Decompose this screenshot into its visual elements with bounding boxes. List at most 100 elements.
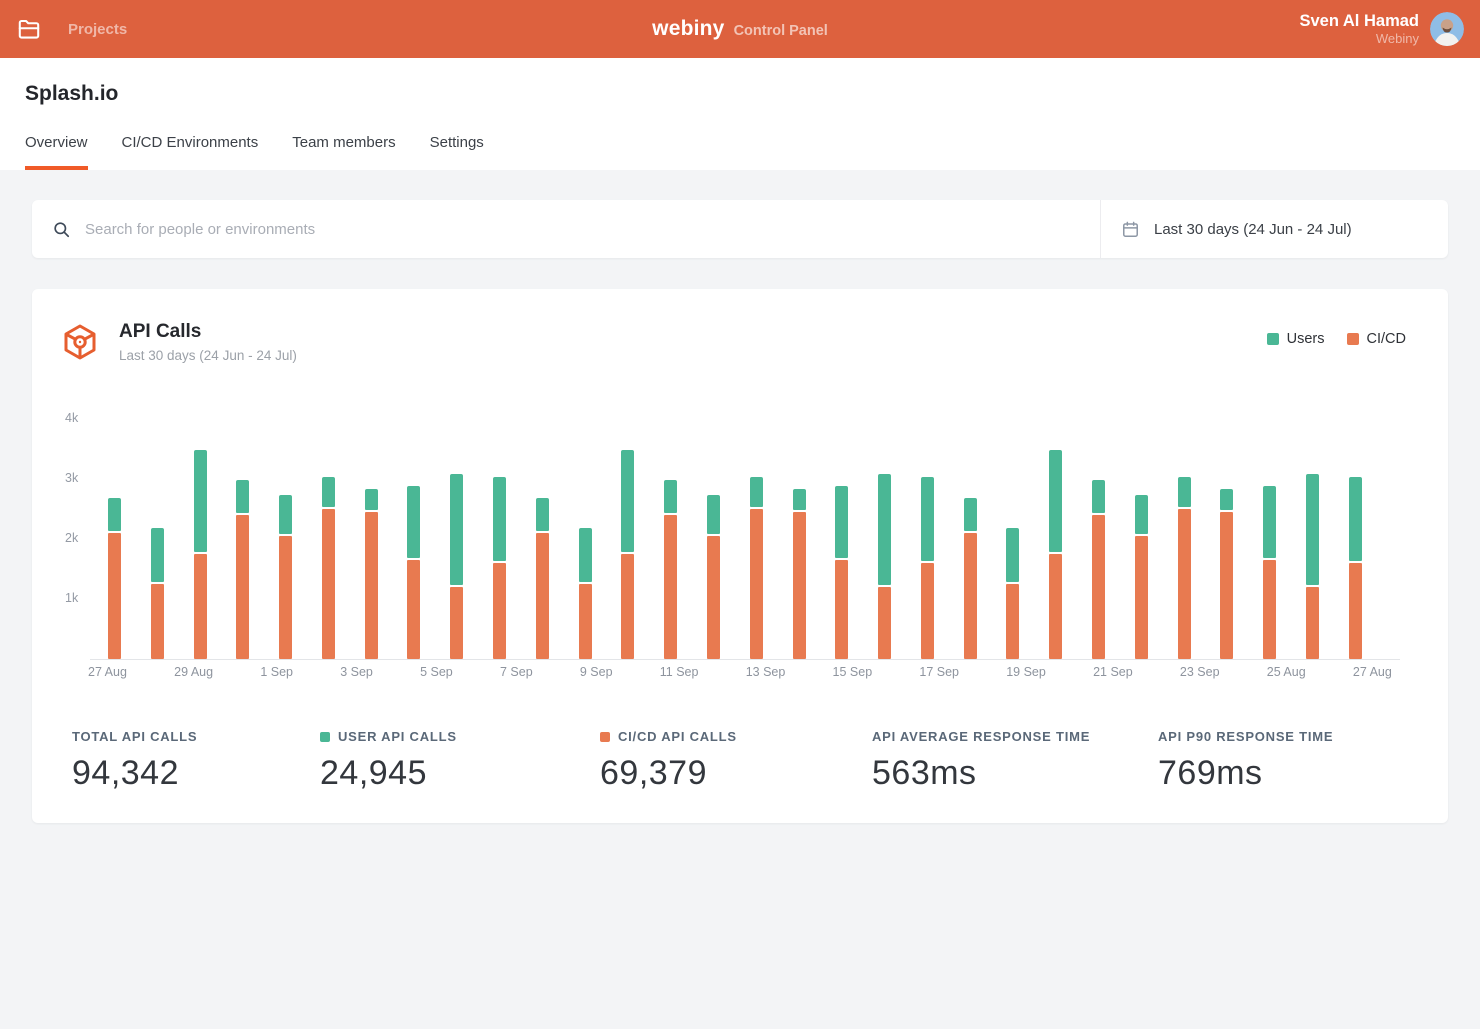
bar-segment-cicd xyxy=(1220,512,1234,659)
x-label-21-sep: 21 Sep xyxy=(1093,665,1133,679)
bar-segment-cicd xyxy=(364,512,378,659)
bar-segment-users xyxy=(1220,489,1234,510)
search-zone xyxy=(32,200,1100,258)
bar-segment-users xyxy=(1049,450,1063,552)
tab-settings[interactable]: Settings xyxy=(429,134,484,151)
bar-day-2 xyxy=(150,528,164,659)
stat-api-average-response-time: API AVERAGE RESPONSE TIME 563ms xyxy=(872,729,1158,793)
legend-label: CI/CD xyxy=(1366,331,1406,347)
bar-segment-users xyxy=(1348,477,1362,561)
stat-color-dot xyxy=(320,731,330,742)
bar-segment-users xyxy=(621,450,635,552)
stat-value: 94,342 xyxy=(72,754,179,792)
tab-overview[interactable]: Overview xyxy=(25,134,88,170)
bar-segment-users xyxy=(920,477,934,561)
date-range-picker[interactable]: Last 30 days (24 Jun - 24 Jul) xyxy=(1100,200,1448,258)
bar-segment-users xyxy=(1006,528,1020,582)
x-label-25-aug: 25 Aug xyxy=(1266,665,1306,679)
bar-day-10 xyxy=(493,477,507,659)
user-name: Sven Al Hamad xyxy=(1299,11,1419,30)
bar-segment-cicd xyxy=(1177,509,1191,659)
page-title: Splash.io xyxy=(25,82,119,105)
y-tick-1k: 1k xyxy=(65,591,79,605)
bar-day-24 xyxy=(1091,480,1105,659)
bar-segment-cicd xyxy=(749,509,763,659)
bar-day-13 xyxy=(621,450,635,659)
stat-api-p90-response-time: API P90 RESPONSE TIME 769ms xyxy=(1158,729,1408,793)
bar-day-11 xyxy=(535,498,549,659)
legend-item-ci-cd[interactable]: CI/CD xyxy=(1346,331,1406,347)
chart-subtitle: Last 30 days (24 Jun - 24 Jul) xyxy=(119,348,297,363)
bar-day-4 xyxy=(236,480,250,659)
bar-day-1 xyxy=(108,498,121,659)
bar-segment-users xyxy=(1134,495,1148,534)
bar-segment-cicd xyxy=(279,536,293,659)
bar-segment-users xyxy=(1091,480,1105,513)
bar-segment-users xyxy=(321,477,335,507)
bar-segment-cicd xyxy=(1348,563,1362,659)
topbar: Projects webiny Control Panel Sven Al Ha… xyxy=(0,0,1480,58)
stat-value: 769ms xyxy=(1158,754,1263,792)
stat-label: TOTAL API CALLS xyxy=(72,729,198,744)
stat-value: 69,379 xyxy=(600,754,707,792)
bar-day-21 xyxy=(963,498,977,659)
stat-ci-cd-api-calls: CI/CD API CALLS 69,379 xyxy=(600,729,872,793)
bar-segment-users xyxy=(193,450,207,552)
bars-container xyxy=(108,417,1362,659)
nav-projects[interactable]: Projects xyxy=(68,20,128,38)
page-header: Splash.io Overview CI/CD Environments Team… xyxy=(0,58,1480,170)
x-label-27-aug: 27 Aug xyxy=(1352,665,1392,679)
stat-label: CI/CD API CALLS xyxy=(600,729,872,744)
webiny-logo: webiny xyxy=(652,17,725,40)
x-label-3-sep: 3 Sep xyxy=(340,665,373,679)
legend-item-users[interactable]: Users xyxy=(1266,331,1325,347)
bar-day-7 xyxy=(364,489,378,659)
stat-label: API AVERAGE RESPONSE TIME xyxy=(872,729,1091,744)
bar-segment-cicd xyxy=(450,587,464,659)
x-axis-line xyxy=(90,659,1400,660)
bar-segment-users xyxy=(108,498,121,531)
y-tick-2k: 2k xyxy=(65,531,79,545)
bar-segment-cicd xyxy=(1049,554,1063,659)
x-label-7-sep: 7 Sep xyxy=(499,665,533,679)
bar-day-28 xyxy=(1263,486,1277,659)
avatar[interactable] xyxy=(1430,12,1464,46)
tab-ci-cd-environments[interactable]: CI/CD Environments xyxy=(121,134,259,151)
brand-lockup: webiny Control Panel xyxy=(0,0,1480,58)
bar-day-29 xyxy=(1305,474,1319,659)
bar-day-8 xyxy=(407,486,421,659)
bar-segment-cicd xyxy=(108,533,121,659)
x-label-11-sep: 11 Sep xyxy=(659,665,699,679)
bar-segment-cicd xyxy=(963,533,977,659)
x-label-17-sep: 17 Sep xyxy=(919,665,959,679)
x-label-27-aug: 27 Aug xyxy=(88,665,127,679)
stat-value: 563ms xyxy=(872,754,977,792)
projects-folder-icon[interactable] xyxy=(16,16,42,42)
bar-segment-cicd xyxy=(1091,515,1105,659)
y-tick-3k: 3k xyxy=(65,471,79,485)
bar-day-9 xyxy=(450,474,464,659)
tab-bar: Overview CI/CD Environments Team members Se… xyxy=(25,134,1455,170)
bar-segment-users xyxy=(1177,477,1191,507)
bar-segment-users xyxy=(236,480,250,513)
bar-segment-cicd xyxy=(664,515,678,659)
bar-segment-users xyxy=(578,528,592,582)
bar-segment-users xyxy=(1305,474,1319,585)
bar-day-25 xyxy=(1134,495,1148,659)
bar-segment-cicd xyxy=(407,560,421,659)
bar-day-20 xyxy=(920,477,934,659)
legend-swatch xyxy=(1346,333,1359,345)
bar-day-12 xyxy=(578,528,592,659)
x-axis-labels: 27 Aug 29 Aug 1 Sep 3 Sep 5 Sep 7 Sep 9 Sep 11 … xyxy=(88,665,1392,679)
x-label-29-aug: 29 Aug xyxy=(174,665,214,679)
bar-segment-cicd xyxy=(236,515,250,659)
bar-day-15 xyxy=(706,495,720,659)
x-label-23-sep: 23 Sep xyxy=(1179,665,1220,679)
search-input[interactable] xyxy=(85,220,1080,238)
user-meta: Sven Al Hamad Webiny xyxy=(1299,11,1419,48)
bar-segment-cicd xyxy=(1263,560,1277,659)
bar-segment-users xyxy=(493,477,507,561)
tab-team-members[interactable]: Team members xyxy=(292,134,396,151)
bar-segment-users xyxy=(878,474,892,585)
bar-day-26 xyxy=(1177,477,1191,659)
